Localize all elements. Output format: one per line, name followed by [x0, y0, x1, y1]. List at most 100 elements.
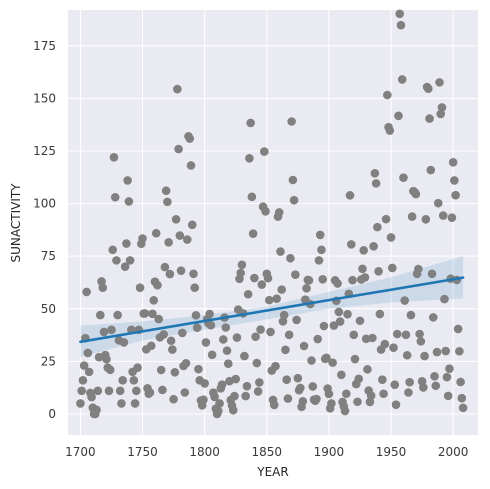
x-tick-label: 1750: [127, 445, 158, 459]
data-point: [277, 285, 286, 294]
data-point: [391, 400, 401, 410]
data-point: [206, 320, 216, 330]
data-point: [363, 365, 372, 374]
data-point: [291, 270, 300, 279]
data-point: [424, 84, 433, 93]
y-tick-label: 100: [33, 197, 56, 211]
data-point: [135, 283, 145, 293]
data-point: [400, 296, 409, 305]
data-point: [207, 350, 217, 360]
data-point: [366, 391, 376, 400]
data-point: [375, 309, 385, 319]
data-point: [132, 386, 141, 396]
data-point: [272, 294, 282, 303]
data-point: [431, 381, 441, 391]
data-point: [112, 256, 121, 265]
data-point: [368, 333, 377, 343]
y-tick-labels: 0 25 50 75 100 125 150 175: [33, 39, 56, 421]
data-point: [264, 295, 274, 305]
data-point: [92, 405, 101, 415]
data-point: [205, 309, 214, 319]
data-point: [159, 330, 168, 339]
data-point: [191, 310, 201, 320]
data-point: [318, 275, 327, 284]
data-point: [437, 103, 447, 112]
data-point: [210, 392, 219, 402]
data-point: [453, 324, 463, 334]
data-point: [102, 354, 111, 364]
data-point: [84, 367, 94, 377]
data-point: [255, 378, 264, 387]
data-point: [217, 380, 227, 390]
data-point: [404, 388, 413, 397]
data-point: [221, 323, 231, 332]
data-point: [176, 266, 186, 275]
data-point: [312, 394, 321, 404]
data-point: [380, 339, 390, 349]
data-point: [353, 397, 362, 407]
data-point: [153, 280, 162, 290]
data-point: [253, 387, 263, 396]
data-point: [389, 343, 398, 352]
data-point: [248, 229, 258, 238]
data-point: [83, 348, 93, 358]
data-point: [355, 316, 365, 326]
data-point: [411, 189, 421, 199]
data-point: [120, 262, 130, 271]
data-point: [124, 197, 134, 206]
x-tick-label: 1900: [314, 445, 345, 459]
data-point: [200, 379, 209, 388]
data-point: [118, 375, 127, 385]
data-point: [283, 394, 293, 403]
data-point: [228, 405, 238, 415]
data-point: [374, 267, 383, 276]
data-point: [122, 239, 131, 248]
data-point: [307, 356, 316, 365]
x-tick-label: 1850: [252, 445, 283, 459]
data-point: [252, 358, 262, 368]
data-point: [119, 338, 129, 347]
data-point: [317, 245, 326, 255]
data-point: [260, 147, 269, 156]
data-point: [107, 325, 116, 335]
data-point: [138, 234, 147, 243]
data-point: [402, 350, 412, 360]
data-point: [77, 386, 86, 396]
data-point: [387, 263, 397, 273]
data-point: [266, 327, 275, 337]
data-point: [329, 321, 339, 330]
data-point: [168, 345, 177, 354]
data-point: [457, 393, 467, 403]
data-point: [115, 386, 125, 396]
data-point: [324, 389, 334, 399]
data-point: [96, 310, 105, 320]
data-point: [414, 264, 423, 274]
data-point: [395, 9, 405, 19]
data-point: [358, 264, 367, 274]
data-point: [161, 186, 171, 196]
data-point: [93, 386, 103, 396]
data-point: [236, 268, 245, 278]
data-point: [396, 20, 406, 30]
data-point: [194, 364, 203, 374]
data-point: [304, 276, 314, 285]
data-point: [129, 375, 139, 385]
data-point: [243, 289, 253, 299]
y-tick-label: 150: [33, 91, 56, 105]
confidence-band-layer: [80, 256, 464, 358]
data-point: [125, 256, 135, 265]
data-point: [263, 273, 273, 283]
data-point: [78, 375, 88, 385]
data-point: [79, 361, 89, 370]
data-point: [269, 400, 279, 410]
data-point: [292, 315, 301, 325]
data-points: [76, 9, 468, 419]
data-point: [440, 294, 449, 304]
x-tick-labels: 1700 1750 1800 1850 1900 1950 2000: [65, 445, 468, 459]
data-point: [187, 220, 197, 230]
data-point: [189, 269, 198, 279]
data-point: [443, 391, 453, 401]
data-point: [416, 337, 426, 346]
data-point: [390, 380, 400, 390]
data-point: [342, 389, 351, 399]
